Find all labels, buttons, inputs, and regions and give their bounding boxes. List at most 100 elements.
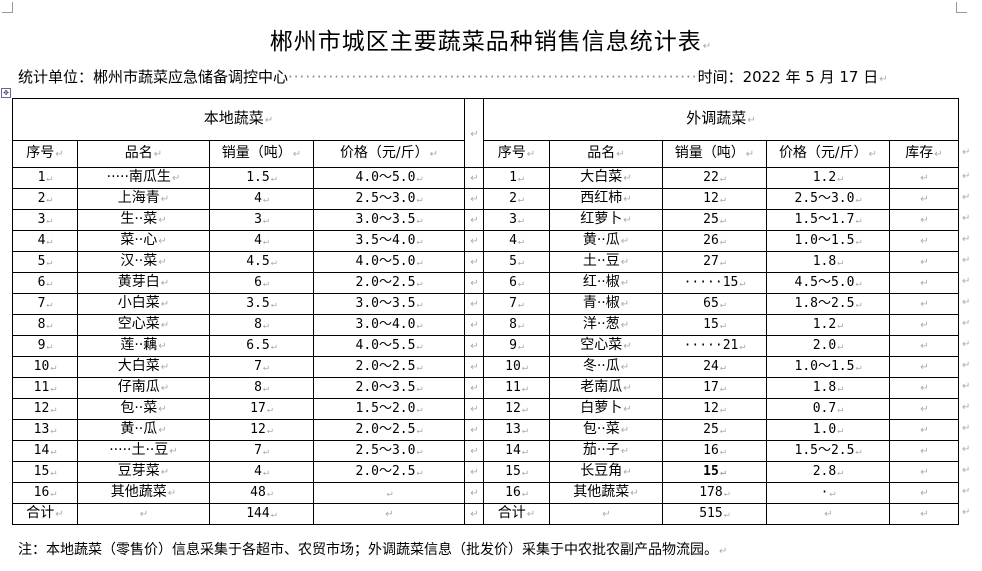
separator-cell (464, 98, 484, 168)
outside-price-cell: 1.8 (766, 251, 890, 273)
outside-stock-cell (889, 419, 959, 441)
outside-sales-cell: 12 (662, 398, 767, 420)
local-sales-cell: 4.5 (209, 251, 314, 273)
outside-sales-cell: 22 (662, 167, 767, 189)
outside-stock-cell (889, 209, 959, 231)
local-seq-cell: 13 (12, 419, 78, 441)
table-row: 8空心菜83.0～4.08洋··葱151.2 (12, 314, 959, 336)
local-name-cell: 豆芽菜 (77, 461, 210, 483)
col-header-outside-stock: 库存 (889, 140, 959, 168)
row-end-mark: ↵ (962, 506, 971, 518)
outside-price-cell: 0.7 (766, 398, 890, 420)
local-total-name-cell (77, 503, 210, 525)
local-total-price-cell (313, 503, 465, 525)
local-sales-cell: 4 (209, 230, 314, 252)
local-seq-cell: 6 (12, 272, 78, 294)
local-name-cell: 大白菜 (77, 356, 210, 378)
col-header-local-sales: 销量（吨） (209, 140, 314, 168)
local-price-cell: 4.0～5.0 (313, 167, 465, 189)
row-end-mark: ↵ (962, 191, 971, 203)
outside-name-cell: 大白菜 (549, 167, 663, 189)
footnote: 注：本地蔬菜（零售价）信息采集于各超市、农贸市场；外调蔬菜信息（批发价）采集于中… (18, 539, 727, 559)
local-sales-cell: 3 (209, 209, 314, 231)
local-seq-cell: 3 (12, 209, 78, 231)
outside-seq-cell: 13 (483, 419, 550, 441)
outside-name-cell: 洋··葱 (549, 314, 663, 336)
table-row: 12包··菜171.5～2.012白萝卜120.7 (12, 398, 959, 420)
outside-price-cell: 2.5～3.0 (766, 188, 890, 210)
outside-price-cell: 1.2 (766, 167, 890, 189)
separator-cell (464, 503, 484, 525)
outside-sales-cell: ·····15 (662, 272, 767, 294)
section-header-row: 本地蔬菜 外调蔬菜 (12, 98, 959, 168)
local-price-cell: 4.0～5.5 (313, 335, 465, 357)
outside-price-cell: 1.0～1.5 (766, 356, 890, 378)
col-header-outside-seq: 序号 (483, 140, 550, 168)
outside-name-cell: 黄··瓜 (549, 230, 663, 252)
outside-price-cell: 1.0 (766, 419, 890, 441)
outside-name-cell: 红··椒 (549, 272, 663, 294)
local-sales-cell: 12 (209, 419, 314, 441)
local-sales-cell: 6.5 (209, 335, 314, 357)
local-price-cell: 3.0～3.5 (313, 209, 465, 231)
outside-stock-cell (889, 461, 959, 483)
outside-price-cell: 1.2 (766, 314, 890, 336)
outside-sales-cell: 12 (662, 188, 767, 210)
outside-price-cell: 1.5～1.7 (766, 209, 890, 231)
outside-name-cell: 白萝卜 (549, 398, 663, 420)
outside-name-cell: 包··菜 (549, 419, 663, 441)
local-name-cell: 生··菜 (77, 209, 210, 231)
local-name-cell: ·····南瓜生 (77, 167, 210, 189)
outside-sales-cell: ·····21 (662, 335, 767, 357)
col-header-outside-price: 价格（元/斤） (766, 140, 890, 168)
local-seq-cell: 7 (12, 293, 78, 315)
col-header-outside-sales: 销量（吨） (662, 140, 767, 168)
outside-seq-cell: 6 (483, 272, 550, 294)
local-price-cell: 2.0～3.5 (313, 377, 465, 399)
row-end-mark: ↵ (962, 275, 971, 287)
outside-name-cell: 土··豆 (549, 251, 663, 273)
outside-vegetables-header: 外调蔬菜 (483, 98, 959, 141)
outside-seq-cell: 9 (483, 335, 550, 357)
col-header-outside-name: 品名 (549, 140, 663, 168)
outside-price-cell: 2.0 (766, 335, 890, 357)
outside-seq-cell: 15 (483, 461, 550, 483)
local-seq-cell: 1 (12, 167, 78, 189)
row-end-mark: ↵ (962, 359, 971, 371)
outside-price-cell: 1.8～2.5 (766, 293, 890, 315)
outside-name-cell: 空心菜 (549, 335, 663, 357)
local-name-cell: 上海青 (77, 188, 210, 210)
row-end-mark: ↵ (962, 317, 971, 329)
outside-sales-cell: 15 (662, 461, 767, 483)
outside-stock-cell (889, 293, 959, 315)
local-price-cell: 3.0～3.5 (313, 293, 465, 315)
table-row: 9莲··藕6.54.0～5.59空心菜·····212.0 (12, 335, 959, 357)
local-seq-cell: 14 (12, 440, 78, 462)
table-row: 2上海青42.5～3.02西红柿122.5～3.0 (12, 188, 959, 210)
table-move-handle-icon[interactable]: ✥ (1, 88, 11, 98)
separator-cell (464, 356, 484, 378)
separator-cell (464, 272, 484, 294)
crop-mark-top-left (2, 2, 13, 13)
outside-stock-cell (889, 335, 959, 357)
outside-stock-cell (889, 251, 959, 273)
local-sales-cell: 4 (209, 188, 314, 210)
document-title: 郴州市城区主要蔬菜品种销售信息统计表 (0, 22, 982, 56)
separator-cell (464, 293, 484, 315)
outside-name-cell: 老南瓜 (549, 377, 663, 399)
local-price-cell (313, 482, 465, 504)
table-row: 16其他蔬菜4816其他蔬菜178· (12, 482, 959, 504)
outside-name-cell: 红萝卜 (549, 209, 663, 231)
local-sales-cell: 6 (209, 272, 314, 294)
local-price-cell: 4.0～5.0 (313, 251, 465, 273)
document-meta: 统计单位：郴州市蔬菜应急储备调控中心······················… (18, 66, 938, 87)
outside-seq-cell: 2 (483, 188, 550, 210)
local-name-cell: 其他蔬菜 (77, 482, 210, 504)
outside-seq-cell: 8 (483, 314, 550, 336)
outside-price-cell: 1.0～1.5 (766, 230, 890, 252)
total-row: 合计 144 合计 515 (12, 503, 959, 525)
local-sales-cell: 1.5 (209, 167, 314, 189)
separator-cell (464, 482, 484, 504)
row-end-mark: ↵ (962, 485, 971, 497)
outside-total-stock-cell (889, 503, 959, 525)
